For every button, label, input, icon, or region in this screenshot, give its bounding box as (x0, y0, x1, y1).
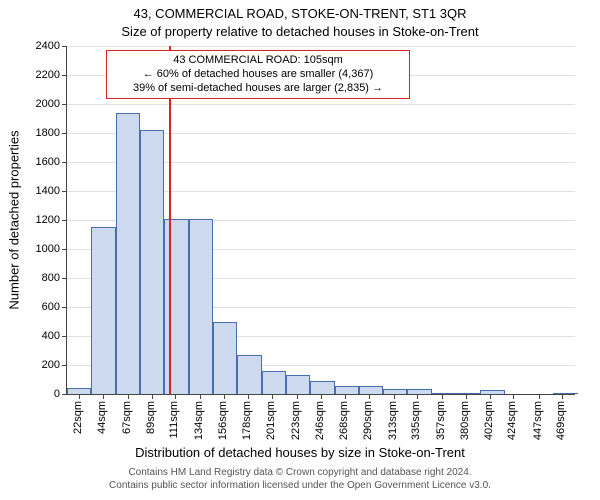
histogram-bar (91, 227, 115, 394)
x-tick-label: 313sqm (387, 401, 399, 440)
x-tick (466, 394, 467, 399)
y-tick (62, 365, 67, 366)
x-tick-label: 178sqm (241, 401, 253, 440)
x-tick-label: 290sqm (362, 401, 374, 440)
histogram-bar (189, 219, 213, 394)
y-tick-label: 600 (10, 301, 60, 313)
y-tick (62, 133, 67, 134)
x-tick (417, 394, 418, 399)
annotation-line3: 39% of semi-detached houses are larger (… (113, 82, 403, 96)
x-tick (345, 394, 346, 399)
histogram-bar (213, 322, 237, 395)
x-tick (128, 394, 129, 399)
y-tick-label: 200 (10, 359, 60, 371)
y-tick (62, 278, 67, 279)
x-tick (248, 394, 249, 399)
x-tick-label: 67sqm (121, 401, 133, 434)
y-tick (62, 75, 67, 76)
x-tick (200, 394, 201, 399)
x-tick (321, 394, 322, 399)
y-tick (62, 249, 67, 250)
x-tick (442, 394, 443, 399)
x-tick-label: 111sqm (168, 401, 180, 439)
y-tick (62, 220, 67, 221)
histogram-bar (432, 393, 456, 394)
annotation-box: 43 COMMERCIAL ROAD: 105sqm← 60% of detac… (106, 50, 410, 99)
histogram-bar (262, 371, 286, 394)
histogram-bar (359, 386, 383, 394)
histogram-bar (480, 390, 504, 394)
footer: Contains HM Land Registry data © Crown c… (0, 466, 600, 492)
x-axis-label: Distribution of detached houses by size … (0, 445, 600, 460)
x-tick (369, 394, 370, 399)
x-tick-label: 223sqm (290, 401, 302, 440)
x-tick (490, 394, 491, 399)
x-tick-label: 268sqm (338, 401, 350, 440)
histogram-bar (407, 389, 431, 394)
x-tick-label: 134sqm (193, 401, 205, 440)
y-tick (62, 336, 67, 337)
y-tick (62, 162, 67, 163)
x-tick-label: 89sqm (145, 401, 157, 434)
x-tick (513, 394, 514, 399)
y-tick (62, 191, 67, 192)
y-tick-label: 2200 (10, 69, 60, 81)
histogram-bar (237, 355, 261, 394)
histogram-bar (553, 393, 577, 394)
y-tick (62, 46, 67, 47)
chart-title-line2: Size of property relative to detached ho… (0, 24, 600, 39)
y-tick-label: 800 (10, 272, 60, 284)
histogram-bar (456, 393, 480, 394)
x-tick (175, 394, 176, 399)
y-tick-label: 2000 (10, 98, 60, 110)
x-tick-label: 201sqm (265, 401, 277, 440)
x-tick (539, 394, 540, 399)
footer-line2: Contains public sector information licen… (0, 479, 600, 492)
x-tick-label: 22sqm (72, 401, 84, 434)
x-tick-label: 380sqm (459, 401, 471, 440)
x-tick-label: 246sqm (314, 401, 326, 440)
y-tick-label: 400 (10, 330, 60, 342)
x-tick (103, 394, 104, 399)
x-tick (394, 394, 395, 399)
y-tick-label: 1800 (10, 127, 60, 139)
histogram-bar (140, 130, 164, 394)
y-tick-label: 0 (10, 388, 60, 400)
y-tick (62, 394, 67, 395)
histogram-bar (310, 381, 334, 394)
histogram-chart: 43, COMMERCIAL ROAD, STOKE-ON-TRENT, ST1… (0, 0, 600, 500)
annotation-line1: 43 COMMERCIAL ROAD: 105sqm (113, 54, 403, 68)
x-tick (79, 394, 80, 399)
x-tick (297, 394, 298, 399)
annotation-line2: ← 60% of detached houses are smaller (4,… (113, 68, 403, 82)
x-tick-label: 447sqm (532, 401, 544, 440)
histogram-bar (335, 386, 359, 394)
y-tick-label: 1600 (10, 156, 60, 168)
x-tick-label: 402sqm (483, 401, 495, 440)
gridline (67, 104, 575, 105)
y-tick-label: 1200 (10, 214, 60, 226)
x-tick (562, 394, 563, 399)
y-tick (62, 104, 67, 105)
x-tick-label: 156sqm (217, 401, 229, 440)
histogram-bar (116, 113, 140, 394)
y-tick-label: 1400 (10, 185, 60, 197)
x-tick (272, 394, 273, 399)
histogram-bar (383, 389, 407, 394)
x-tick (152, 394, 153, 399)
x-tick-label: 335sqm (410, 401, 422, 440)
x-tick (224, 394, 225, 399)
x-tick-label: 357sqm (435, 401, 447, 440)
footer-line1: Contains HM Land Registry data © Crown c… (0, 466, 600, 479)
y-tick-label: 1000 (10, 243, 60, 255)
y-tick (62, 307, 67, 308)
gridline (67, 46, 575, 47)
x-tick-label: 469sqm (555, 401, 567, 440)
histogram-bar (286, 375, 310, 394)
x-tick-label: 44sqm (96, 401, 108, 434)
y-tick-label: 2400 (10, 40, 60, 52)
chart-title-line1: 43, COMMERCIAL ROAD, STOKE-ON-TRENT, ST1… (0, 6, 600, 21)
x-tick-label: 424sqm (506, 401, 518, 440)
